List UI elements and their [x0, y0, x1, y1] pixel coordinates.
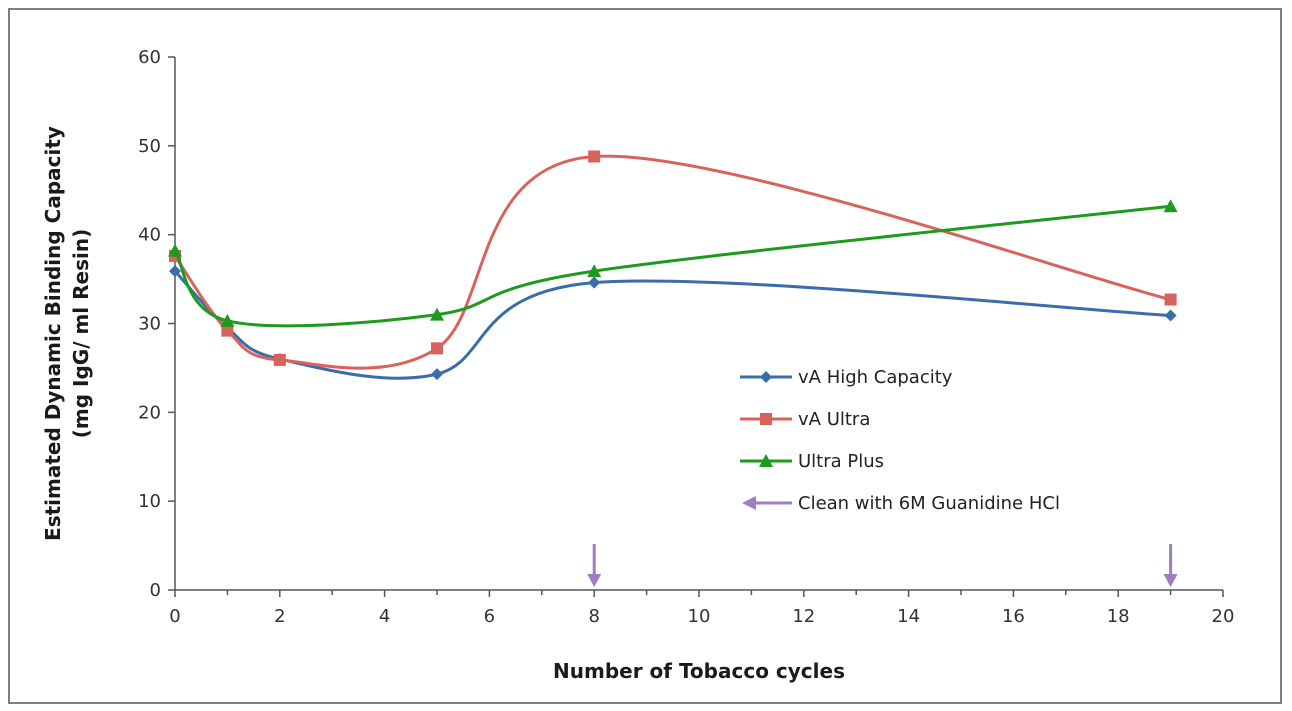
x-axis-ticks: 0 2 4 6 8 10 12 14 16 18 20 — [169, 590, 1234, 627]
series-va-high-capacity — [169, 265, 1177, 381]
series-layer — [168, 150, 1178, 381]
arrow-head — [1163, 574, 1178, 587]
data-point — [1164, 293, 1177, 306]
legend-item-clean: Clean with 6M Guanidine HCl — [742, 493, 1060, 514]
data-point — [168, 243, 182, 257]
legend-item-ultra-plus: Ultra Plus — [740, 451, 884, 472]
y-tick-label: 40 — [138, 225, 161, 246]
data-point — [430, 307, 444, 321]
data-point — [1164, 309, 1177, 322]
legend-marker — [760, 413, 772, 425]
legend-item-va-high-capacity: vA High Capacity — [740, 367, 953, 388]
chart-frame: 0 10 20 30 40 50 60 0 2 4 6 8 10 12 14 16 18 20 vA High … — [8, 8, 1282, 704]
series-va-ultra — [169, 150, 1177, 370]
clean-arrow — [1163, 544, 1178, 587]
series-ultra-plus — [168, 199, 1178, 328]
data-point — [1163, 199, 1178, 213]
legend-marker — [759, 454, 773, 467]
legend-item-va-ultra: vA Ultra — [740, 409, 870, 430]
y-tick-label: 10 — [138, 491, 161, 512]
y-tick-label: 20 — [138, 402, 161, 423]
data-point — [588, 150, 601, 163]
data-point — [273, 353, 286, 366]
x-tick-label: 10 — [688, 606, 711, 627]
annotation-layer — [587, 544, 1178, 587]
x-tick-label: 2 — [274, 606, 285, 627]
x-tick-label: 16 — [1002, 606, 1025, 627]
x-tick-label: 6 — [484, 606, 495, 627]
x-tick-label: 14 — [897, 606, 920, 627]
legend: vA High Capacity vA Ultra Ultra Plus Clean … — [740, 367, 1060, 514]
series-line — [173, 204, 1171, 328]
legend-label: vA Ultra — [798, 409, 870, 430]
y-axis-title-line1: Estimated Dynamic Binding Capacity — [41, 126, 65, 541]
legend-marker — [760, 371, 772, 383]
y-tick-label: 30 — [138, 314, 161, 335]
data-point — [431, 368, 443, 381]
y-tick-label: 50 — [138, 136, 161, 157]
y-tick-label: 60 — [138, 47, 161, 68]
legend-label: vA High Capacity — [798, 367, 953, 388]
x-tick-label: 20 — [1212, 606, 1235, 627]
y-axis-ticks: 0 10 20 30 40 50 60 — [138, 47, 175, 601]
legend-label: Ultra Plus — [798, 451, 884, 472]
data-point — [587, 264, 602, 278]
x-tick-label: 18 — [1107, 606, 1130, 627]
x-tick-label: 4 — [379, 606, 390, 627]
y-tick-label: 0 — [150, 580, 161, 601]
x-tick-label: 0 — [169, 606, 180, 627]
x-axis-title: Number of Tobacco cycles — [553, 659, 845, 683]
series-line — [173, 270, 1171, 380]
data-point — [221, 324, 234, 337]
arrow-head — [587, 574, 602, 587]
x-tick-label: 12 — [792, 606, 815, 627]
series-line — [173, 154, 1171, 370]
y-axis-title-line2: (mg IgG/ ml Resin) — [69, 229, 93, 438]
data-point — [220, 313, 235, 327]
chart-area: 0 10 20 30 40 50 60 0 2 4 6 8 10 12 14 16 18 20 vA High … — [41, 47, 1234, 683]
clean-arrow — [587, 544, 602, 587]
legend-arrow-icon — [742, 496, 756, 510]
legend-label: Clean with 6M Guanidine HCl — [798, 493, 1060, 514]
data-point — [588, 276, 601, 289]
x-tick-label: 8 — [588, 606, 599, 627]
y-axis-title: Estimated Dynamic Binding Capacity (mg I… — [41, 126, 93, 541]
data-point — [431, 342, 443, 355]
data-point — [169, 265, 181, 278]
